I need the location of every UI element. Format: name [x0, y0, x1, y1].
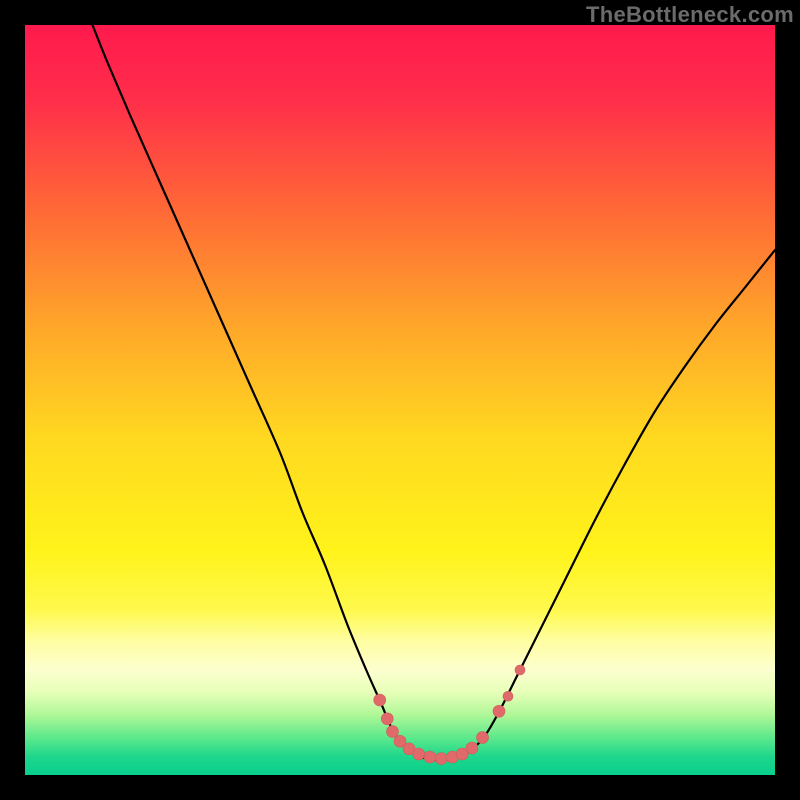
bottleneck-curve-chart [0, 0, 800, 800]
curve-marker [413, 748, 425, 760]
curve-marker [424, 751, 436, 763]
curve-marker [435, 753, 447, 765]
curve-marker [493, 705, 505, 717]
curve-marker [503, 691, 513, 701]
curve-marker [381, 713, 393, 725]
chart-stage: TheBottleneck.com [0, 0, 800, 800]
curve-marker [466, 742, 478, 754]
curve-marker [477, 732, 489, 744]
curve-marker [374, 694, 386, 706]
curve-marker [515, 665, 525, 675]
curve-marker [387, 726, 399, 738]
